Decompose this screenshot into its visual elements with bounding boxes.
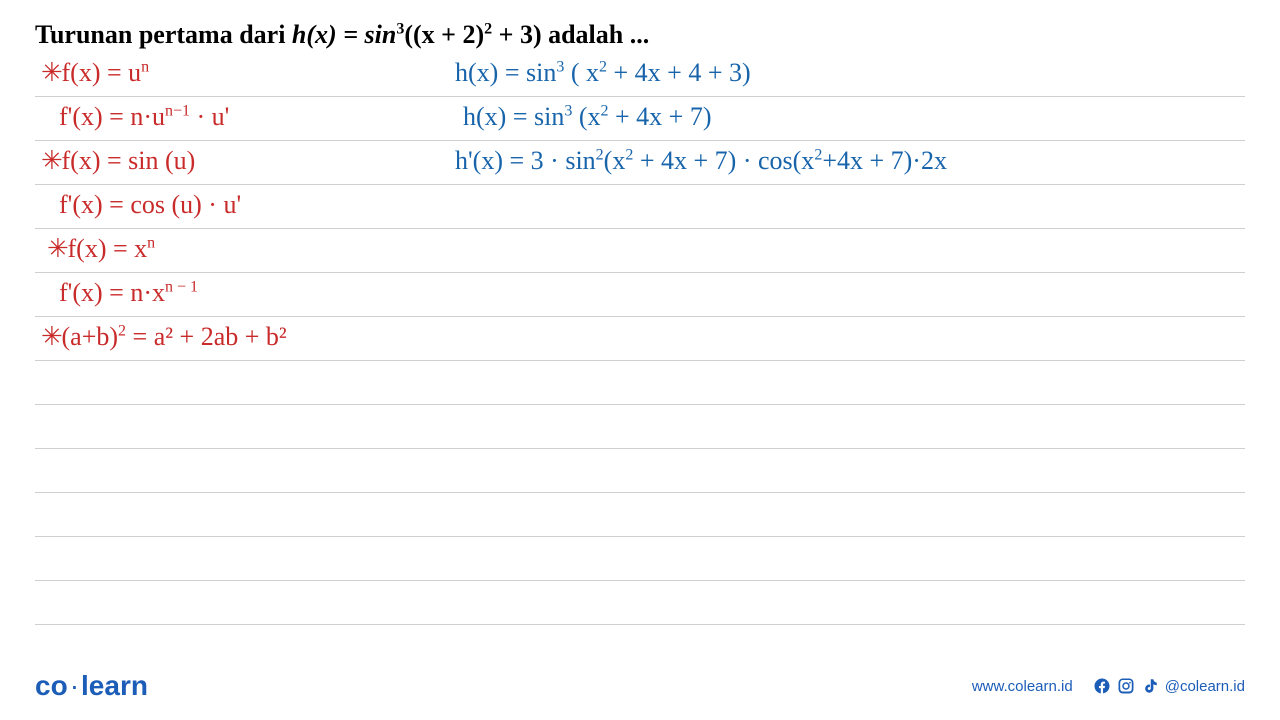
rule-line [35,404,1245,405]
title-suffix: + 3) adalah ... [492,20,649,49]
rule-line [35,536,1245,537]
social-handle: @colearn.id [1165,678,1245,695]
rule-line [35,624,1245,625]
brand-logo: co·learn [35,670,148,702]
instagram-icon [1117,677,1135,695]
title-fn: h(x) = sin [292,20,396,49]
rule-line [35,96,1245,97]
facebook-icon [1093,677,1111,695]
website-url: www.colearn.id [972,678,1073,695]
handwritten-red-line: ✳ f(x) = sin (u) [41,146,195,176]
handwritten-red-line: ✳ f(x) = xn [47,234,155,264]
tiktok-icon [1141,677,1159,695]
rule-line [35,140,1245,141]
question-title: Turunan pertama dari h(x) = sin3((x + 2)… [35,20,1245,50]
social-group: @colearn.id [1093,677,1245,695]
logo-dot: · [70,670,79,701]
rule-line [35,360,1245,361]
handwritten-red-line: f'(x) = n·xn − 1 [59,278,198,308]
logo-co: co [35,670,68,701]
handwritten-blue-line: h'(x) = 3 · sin2(x2 + 4x + 7) · cos(x2+4… [455,146,947,176]
handwritten-blue-line: h(x) = sin3 ( x2 + 4x + 4 + 3) [455,58,751,88]
ruled-paper: ✳ f(x) = un f'(x) = n·un−1 · u' ✳ f(x) = s… [35,58,1245,598]
rule-line [35,448,1245,449]
footer-right: www.colearn.id @colearn.id [972,677,1245,695]
footer: co·learn www.colearn.id @colearn.id [0,670,1280,702]
rule-line [35,228,1245,229]
handwritten-red-line: f'(x) = n·un−1 · u' [59,102,229,132]
rule-line [35,580,1245,581]
title-exp2: 2 [484,20,492,37]
title-prefix: Turunan pertama dari [35,20,292,49]
handwritten-red-line: ✳ f(x) = un [41,58,149,88]
rule-line [35,492,1245,493]
handwritten-red-line: ✳ (a+b)2 = a² + 2ab + b² [41,322,287,352]
handwritten-blue-line: h(x) = sin3 (x2 + 4x + 7) [463,102,711,132]
rule-line [35,316,1245,317]
title-paren1: ((x + 2) [404,20,484,49]
logo-learn: learn [81,670,148,701]
rule-line [35,272,1245,273]
handwritten-red-line: f'(x) = cos (u) · u' [59,190,241,220]
rule-line [35,184,1245,185]
